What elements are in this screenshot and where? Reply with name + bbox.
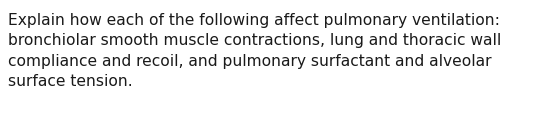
Text: Explain how each of the following affect pulmonary ventilation:
bronchiolar smoo: Explain how each of the following affect… xyxy=(8,13,501,89)
